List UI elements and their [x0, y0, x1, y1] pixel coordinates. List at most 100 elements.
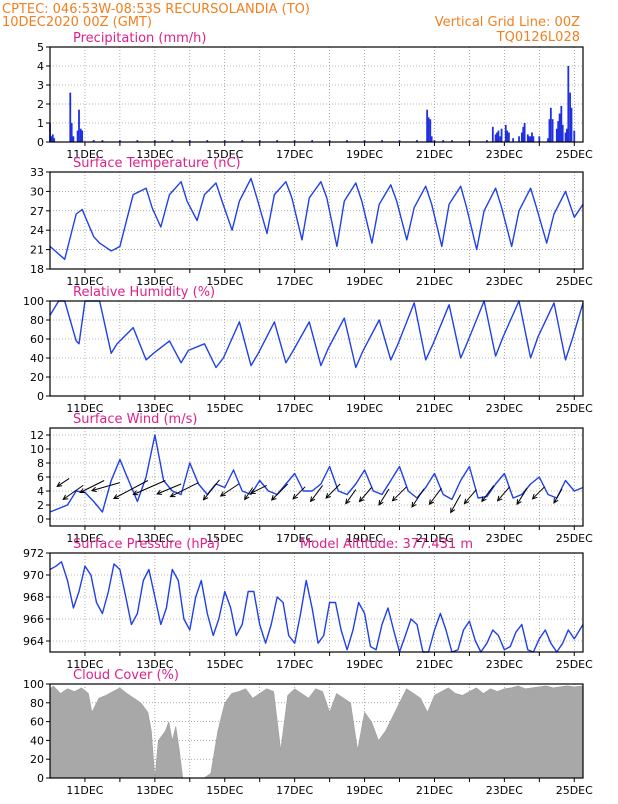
- precip-bar: [499, 136, 502, 142]
- cloud-frame: [49, 683, 584, 779]
- precip-bar: [485, 140, 488, 142]
- precip-bar: [528, 136, 531, 142]
- wind-vector: [464, 489, 477, 504]
- y-tick-label: 60: [30, 333, 44, 346]
- x-tick-label: 13DEC: [136, 658, 173, 671]
- precip-bar: [557, 121, 560, 142]
- wind-vector-head: [156, 489, 163, 495]
- x-tick-label: 11DEC: [66, 658, 103, 671]
- precip-bar: [522, 126, 525, 142]
- x-tick-label: 15DEC: [206, 148, 243, 161]
- precip-bar: [426, 109, 429, 142]
- precip-bar: [547, 138, 549, 142]
- wind-vector-head: [378, 499, 384, 506]
- wind-vector: [91, 482, 121, 492]
- y-tick-label: 2: [37, 98, 44, 111]
- wind-vector: [378, 488, 390, 506]
- wind-vector-head: [270, 495, 277, 501]
- x-tick-label: 19DEC: [346, 148, 383, 161]
- y-tick-label: 3: [37, 79, 44, 92]
- precip-bar: [532, 136, 535, 142]
- x-tick-label: 11DEC: [66, 402, 103, 415]
- wind-vector-head: [202, 494, 209, 501]
- x-tick-label: 13DEC: [136, 148, 173, 161]
- precip-bar: [560, 105, 563, 142]
- wind-vector-head: [345, 498, 351, 505]
- precip-bar: [363, 140, 366, 142]
- x-tick-label: 13DEC: [136, 402, 173, 415]
- wind-vector: [170, 482, 199, 498]
- rh-series-line: [49, 300, 584, 369]
- wind-vector: [532, 486, 545, 500]
- cloud-cover-area: [49, 685, 584, 779]
- wind-vector: [156, 483, 182, 495]
- y-tick-label: 40: [30, 352, 44, 365]
- x-tick-label: 23DEC: [486, 275, 523, 288]
- x-tick-label: 17DEC: [276, 148, 313, 161]
- x-tick-label: 23DEC: [486, 532, 523, 545]
- pres-title: Surface Pressure (hPa): [73, 537, 220, 552]
- wind-vector: [497, 486, 510, 502]
- wind-vector: [133, 480, 166, 495]
- y-tick-label: 60: [30, 716, 44, 729]
- x-tick-label: 21DEC: [416, 784, 453, 797]
- y-tick-label: 20: [30, 371, 44, 384]
- precip-bar: [564, 132, 567, 142]
- precip-bar: [276, 140, 279, 142]
- wind-vector: [220, 483, 240, 497]
- precip-bar: [506, 130, 509, 142]
- wind-vector-head: [428, 499, 435, 506]
- x-tick-label: 17DEC: [276, 658, 313, 671]
- wind-vector-head: [292, 493, 299, 500]
- x-tick-label: 11DEC: [66, 275, 103, 288]
- wind-vector-head: [411, 501, 417, 508]
- x-tick-label: 25DEC: [556, 148, 593, 161]
- y-tick-label: 20: [30, 753, 44, 766]
- x-tick-label: 25DEC: [556, 402, 593, 415]
- precip-bar: [561, 124, 564, 142]
- precip-bar: [328, 140, 331, 142]
- precip-bar: [529, 136, 532, 142]
- precip-bar: [555, 128, 558, 142]
- y-tick-label: 24: [30, 224, 44, 237]
- wind-vector-head: [463, 498, 470, 505]
- y-tick-label: 10: [30, 443, 44, 456]
- y-tick-label: 80: [30, 314, 44, 327]
- wind-frame: [49, 427, 584, 527]
- wind-vector: [244, 487, 254, 500]
- wind-vector: [516, 487, 528, 505]
- y-tick-label: 6: [37, 471, 44, 484]
- precip-bar: [523, 123, 526, 142]
- precip-bar: [241, 140, 244, 142]
- y-tick-label: 2: [37, 499, 44, 512]
- x-tick-label: 23DEC: [486, 784, 523, 797]
- precip-bar: [500, 128, 503, 142]
- wind-vector-head: [79, 488, 86, 493]
- x-tick-label: 15DEC: [206, 532, 243, 545]
- temp-frame: [49, 171, 584, 270]
- precip-bar: [573, 130, 576, 142]
- wind-vector: [56, 477, 70, 487]
- pres-subtitle: Model Altitude: 377.431 m: [300, 537, 473, 552]
- wind-vector: [271, 483, 289, 501]
- precip-bar: [188, 140, 191, 142]
- wind-vector-head: [244, 494, 250, 501]
- wind-vector-head: [496, 495, 503, 502]
- wind-vector: [113, 480, 149, 499]
- precip-bar: [311, 140, 314, 142]
- precip-bar: [433, 140, 436, 142]
- precip-bar: [451, 140, 453, 142]
- rh-title: Relative Humidity (%): [73, 285, 215, 300]
- x-tick-label: 21DEC: [416, 148, 453, 161]
- y-tick-label: 27: [30, 205, 44, 218]
- y-tick-label: 5: [37, 41, 44, 54]
- precip-bar: [293, 140, 296, 142]
- wind-vector-head: [309, 496, 316, 503]
- precip-bar: [50, 136, 53, 142]
- x-tick-label: 11DEC: [66, 532, 103, 545]
- wind-vector: [359, 487, 372, 502]
- wind-vector-head: [531, 493, 538, 500]
- wind-vector-head: [481, 496, 487, 503]
- header-model-id: TQ0126L028: [496, 30, 580, 45]
